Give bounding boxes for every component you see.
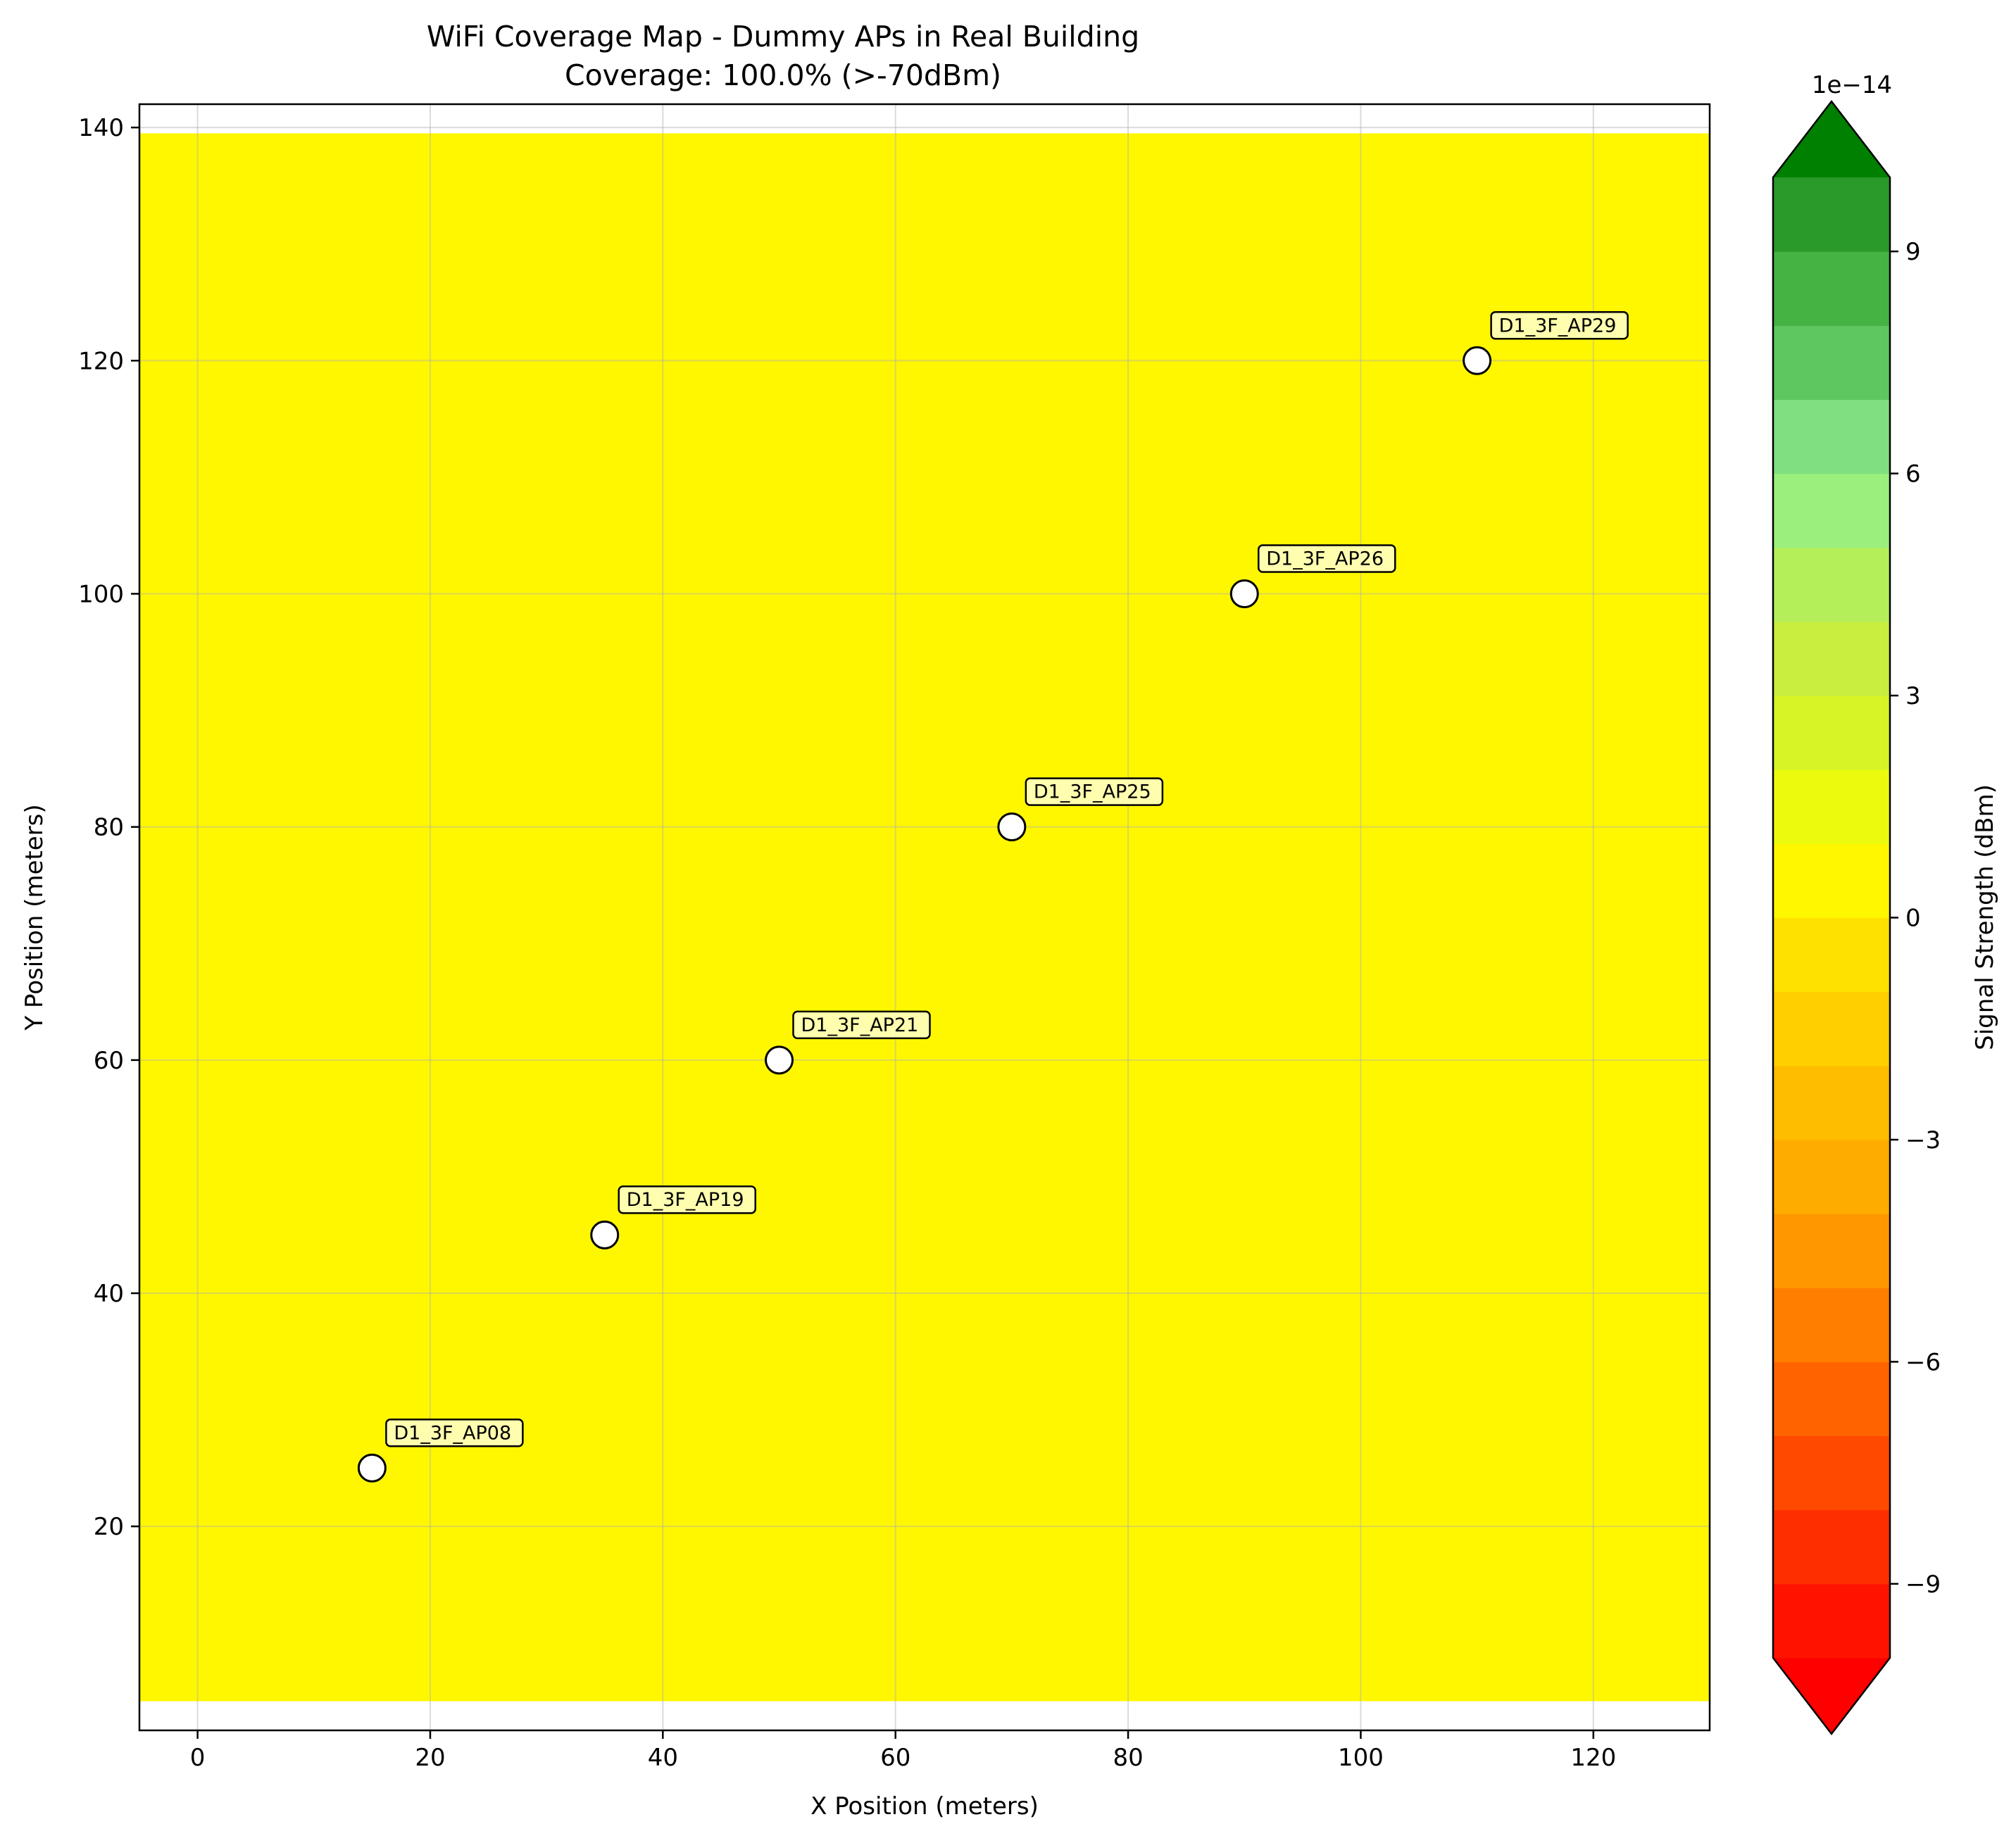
ap-label-text: D1_3F_AP21 <box>801 1014 919 1036</box>
colorbar-level <box>1773 547 1890 622</box>
colorbar-level <box>1773 1288 1890 1362</box>
colorbar-level <box>1773 991 1890 1067</box>
x-tick-label: 0 <box>190 1744 206 1772</box>
ap-label-box <box>1025 777 1164 806</box>
plot-frame <box>138 103 1711 1732</box>
ap-label: D1_3F_AP08 <box>385 1419 524 1447</box>
colorbar-over-arrow <box>1773 101 1890 177</box>
colorbar-label: Signal Strength (dBm) <box>1971 784 1999 1050</box>
colorbar-ticks: −9 −6 −3 0 3 6 9 <box>1890 238 1941 1599</box>
ap-label-text: D1_3F_AP19 <box>627 1189 744 1211</box>
x-axis-label: X Position (meters) <box>810 1792 1039 1820</box>
colorbar-level <box>1773 1361 1890 1437</box>
y-tick-label: 120 <box>78 347 124 375</box>
ap-marker <box>765 1045 794 1075</box>
colorbar-level <box>1773 251 1890 326</box>
ap-label-box <box>1258 544 1396 573</box>
ap-label-text: D1_3F_AP26 <box>1266 548 1384 570</box>
colorbar-tick-label: 3 <box>1905 682 1921 710</box>
ap-label: D1_3F_AP25 <box>1025 777 1164 806</box>
plot-area: 0 20 40 60 80 100 120 20 40 60 80 100 120 140 D1_3F_A… <box>78 103 1711 1772</box>
colorbar-level <box>1773 1139 1890 1214</box>
y-tick-label: 100 <box>78 580 124 608</box>
colorbar-level <box>1773 696 1890 770</box>
colorbar-level <box>1773 399 1890 474</box>
x-tick-label: 40 <box>648 1744 678 1772</box>
ap-label-box <box>1490 311 1629 340</box>
colorbar-levels <box>1772 99 1891 1736</box>
ap-label-box <box>618 1185 756 1214</box>
colorbar-level <box>1773 177 1890 252</box>
ap-marker <box>357 1453 387 1483</box>
colorbar: −9 −6 −3 0 3 6 9 1e−14 Signal Strength (dBm) <box>1772 71 1999 1736</box>
y-tick-label: 80 <box>94 814 124 842</box>
x-tick-label: 120 <box>1570 1744 1616 1772</box>
colorbar-level <box>1773 843 1890 919</box>
x-tick-label: 60 <box>880 1744 910 1772</box>
colorbar-level <box>1773 1065 1890 1140</box>
ap-label: D1_3F_AP21 <box>792 1010 931 1040</box>
colorbar-level <box>1773 1509 1890 1585</box>
ap-marker <box>1463 346 1492 375</box>
tick-layer: 0 20 40 60 80 100 120 20 40 60 80 100 120 140 <box>78 114 1616 1772</box>
ap-layer: D1_3F_AP08 D1_3F_AP19 D1_3F_AP21 D1_3F_AP25… <box>357 311 1629 1483</box>
y-tick-label: 20 <box>94 1513 124 1541</box>
colorbar-tick-label: 0 <box>1905 905 1921 933</box>
colorbar-tick-label: −9 <box>1905 1571 1941 1599</box>
colorbar-level <box>1773 473 1890 548</box>
colorbar-level <box>1773 325 1890 401</box>
colorbar-level <box>1773 1435 1890 1511</box>
colorbar-level <box>1773 621 1890 696</box>
colorbar-level <box>1773 1583 1890 1659</box>
ap-marker <box>590 1220 620 1250</box>
ap-marker <box>997 812 1027 842</box>
chart-title: WiFi Coverage Map - Dummy APs in Real Bu… <box>427 20 1139 54</box>
ap-label-text: D1_3F_AP25 <box>1034 781 1151 803</box>
colorbar-tick-label: 6 <box>1905 460 1921 489</box>
ap-label: D1_3F_AP29 <box>1490 311 1629 340</box>
colorbar-outline <box>1772 99 1891 1736</box>
x-tick-label: 100 <box>1338 1744 1384 1772</box>
colorbar-level <box>1773 769 1890 844</box>
x-tick-label: 80 <box>1113 1744 1143 1772</box>
colorbar-level <box>1773 1214 1890 1288</box>
ap-label-text: D1_3F_AP08 <box>394 1422 511 1444</box>
grid-layer <box>139 104 1710 1730</box>
ap-label: D1_3F_AP26 <box>1258 544 1396 573</box>
x-tick-label: 20 <box>415 1744 445 1772</box>
chart-subtitle: Coverage: 100.0% (>-70dBm) <box>565 58 1001 92</box>
y-axis-label: Y Position (meters) <box>20 804 49 1031</box>
y-tick-label: 140 <box>78 114 124 142</box>
ap-label-box <box>385 1419 524 1447</box>
y-tick-label: 40 <box>94 1280 124 1308</box>
y-tick-label: 60 <box>94 1047 124 1075</box>
ap-label-text: D1_3F_AP29 <box>1499 315 1617 336</box>
colorbar-tick-label: 9 <box>1905 238 1921 266</box>
ap-marker <box>1229 579 1259 608</box>
ap-label-box <box>792 1010 931 1040</box>
colorbar-level <box>1773 917 1890 993</box>
colorbar-tick-label: −3 <box>1905 1126 1941 1155</box>
colorbar-under-arrow <box>1773 1658 1890 1734</box>
colorbar-tick-label: −6 <box>1905 1348 1941 1376</box>
ap-label: D1_3F_AP19 <box>618 1185 756 1214</box>
colorbar-offset-text: 1e−14 <box>1812 71 1892 99</box>
